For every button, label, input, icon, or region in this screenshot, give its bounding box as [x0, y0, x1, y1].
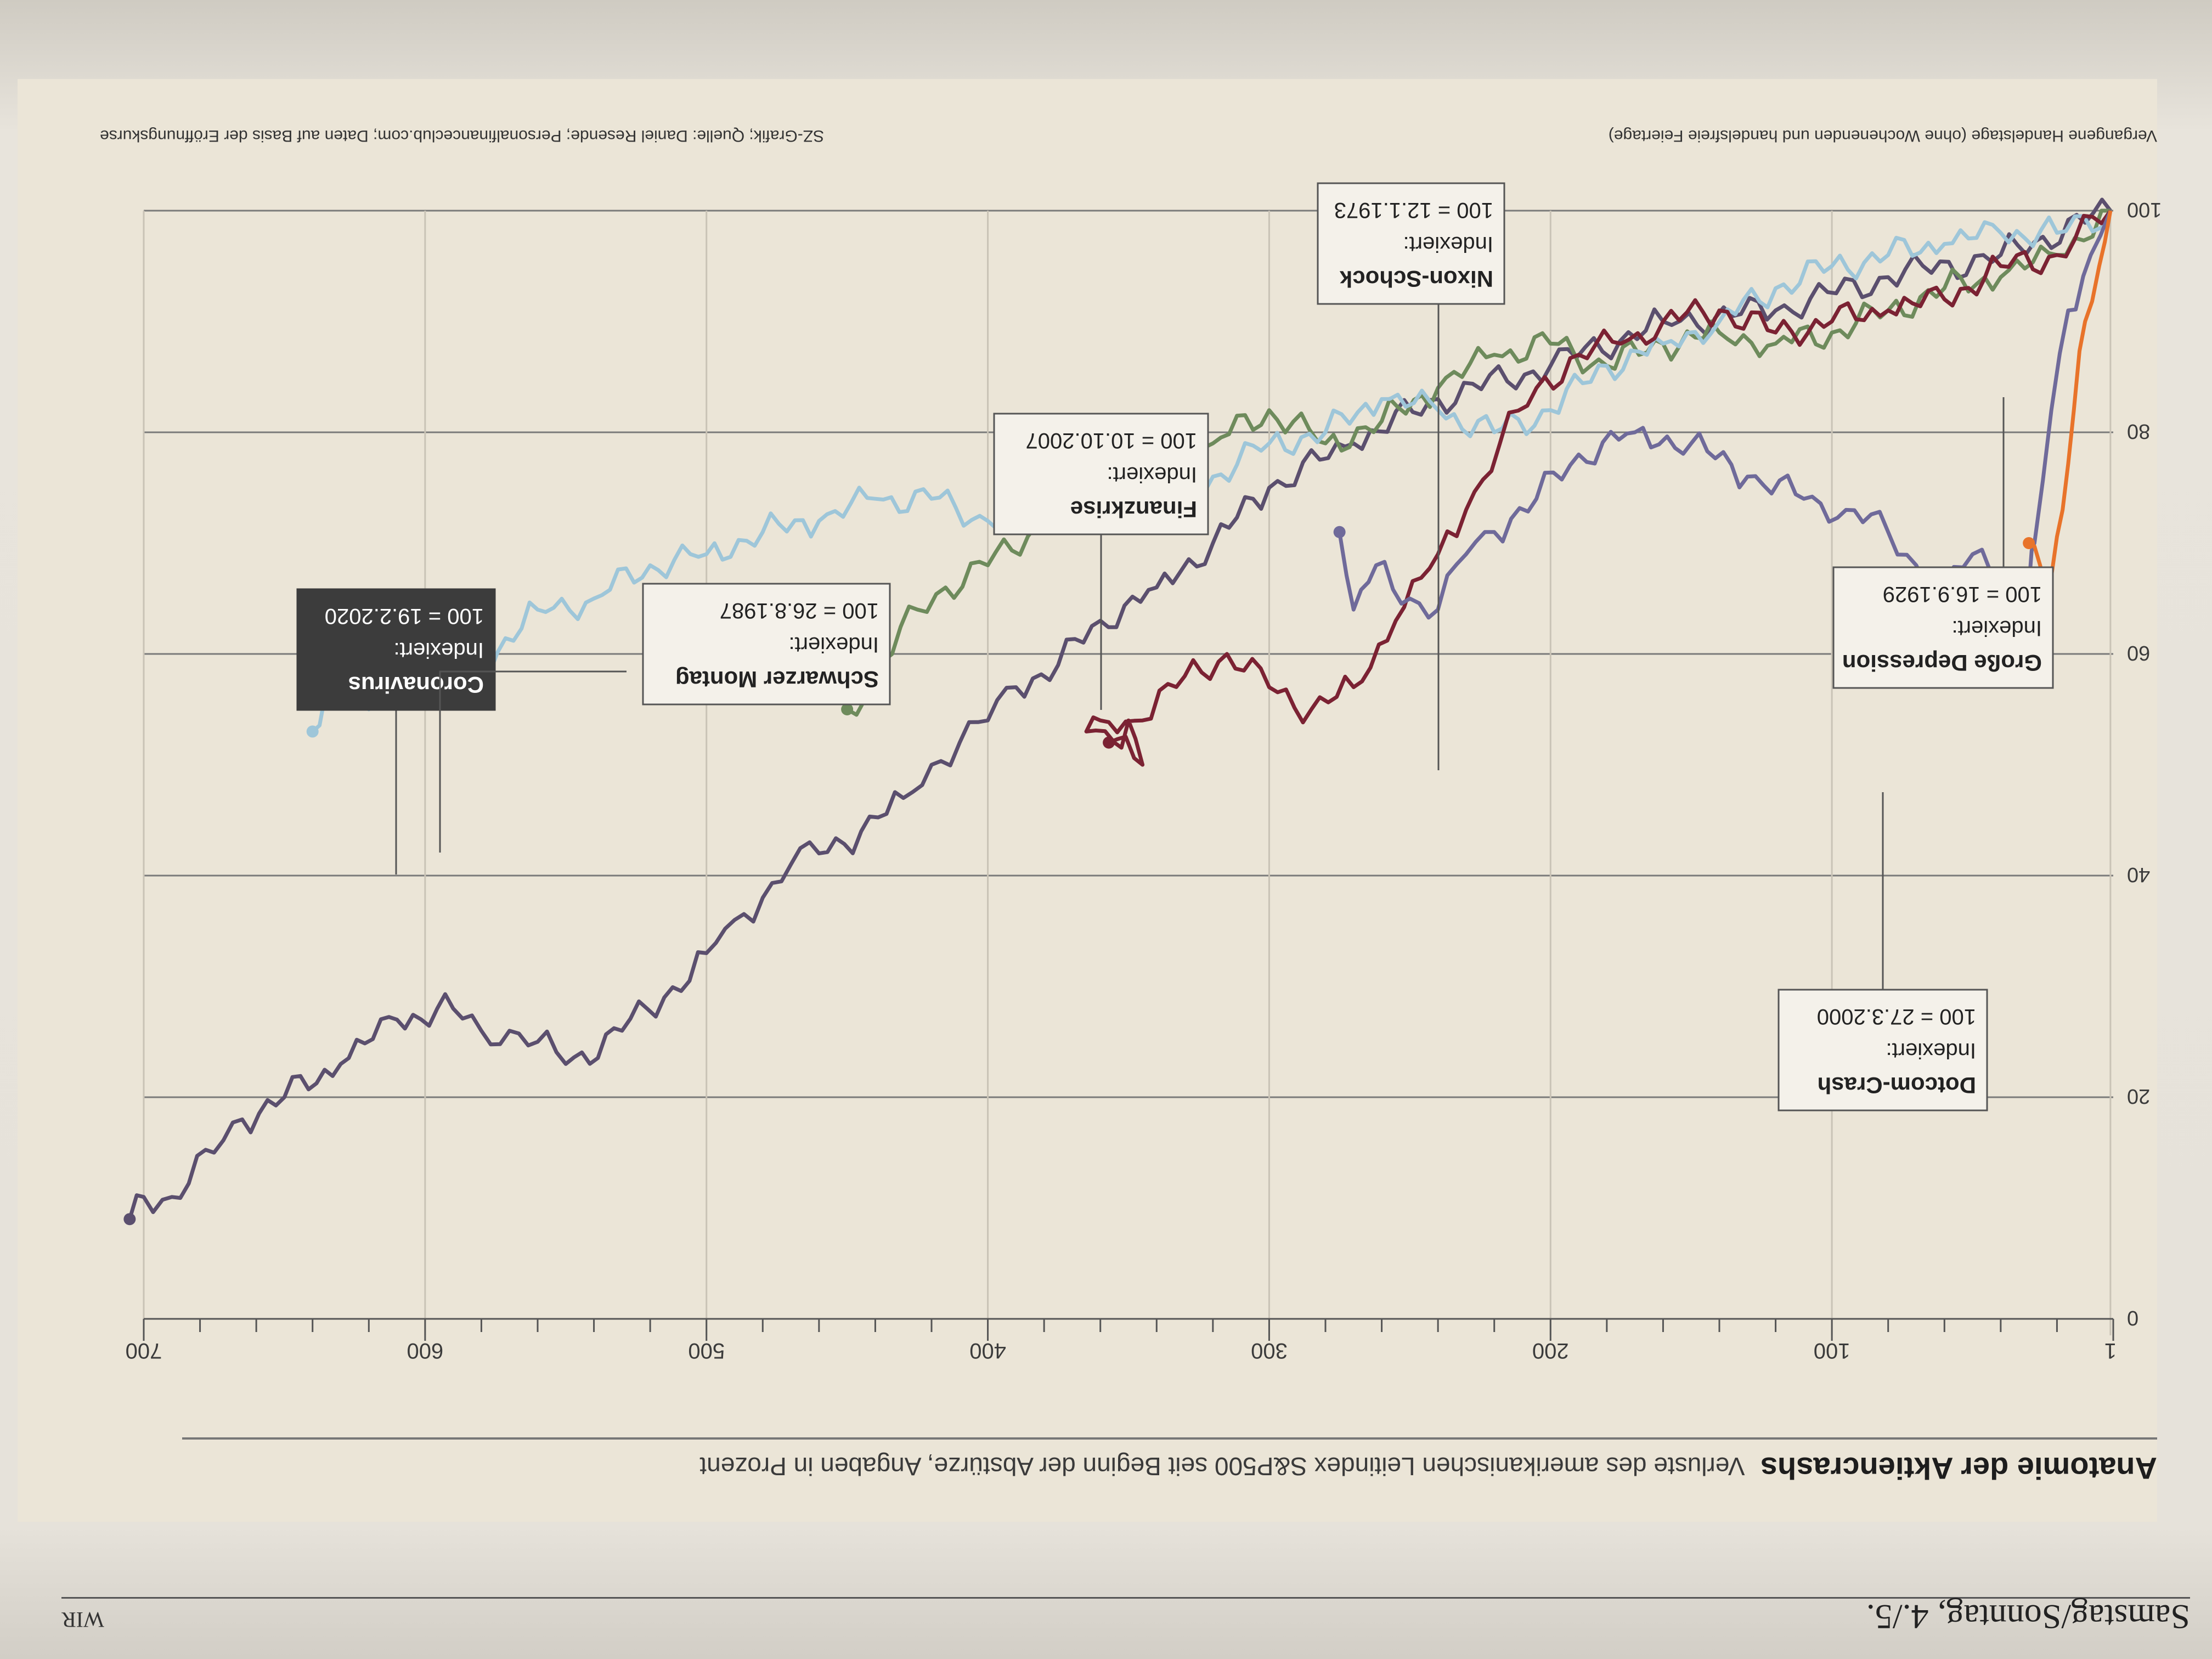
callout-box: Coronavirus Indexiert: 100 = 19.2.2020 — [296, 588, 496, 711]
callout-box: Nixon-Schock Indexiert: 100 = 12.1.1973 — [1317, 182, 1505, 305]
callout-frame — [296, 588, 496, 711]
x-tick-label: 600 — [407, 1339, 443, 1363]
series-end-marker — [1333, 526, 1346, 538]
x-axis-title: Vergangene Handelstage (ohne Wochenenden… — [1608, 127, 2157, 145]
x-tick-label: 100 — [1814, 1339, 1850, 1363]
y-tick-label: 60 — [2127, 641, 2150, 664]
grid-layer: 0 20 40 60 80 100 — [143, 198, 2162, 1335]
y-tick-label: 40 — [2127, 863, 2150, 886]
callout-text: 100 = 26.8.1987 — [720, 599, 879, 623]
callout-text: Indexiert: — [788, 633, 879, 657]
series-line — [311, 210, 2112, 733]
x-tick-label: 1 — [2104, 1339, 2117, 1363]
series-end-marker — [841, 703, 854, 715]
y-tick-label: 0 — [2127, 1306, 2138, 1329]
callout-box: Finanzkrise Indexiert: 100 = 10.10.2007 — [993, 413, 1209, 535]
x-tick-label: 700 — [126, 1339, 162, 1363]
callout-text: Indexiert: — [1886, 1039, 1976, 1063]
y-tick-label: 80 — [2127, 420, 2150, 443]
series-line — [1084, 209, 2112, 767]
callout-text: Indexiert: — [1403, 232, 1493, 256]
callout-frame — [1832, 566, 2054, 689]
callout-text: Indexiert: — [393, 638, 484, 662]
source-note: SZ-Grafik; Quelle: Daniel Resende; Perso… — [100, 127, 825, 145]
x-tick-label: 400 — [969, 1339, 1006, 1363]
callout-box: Schwarzer Montag Indexiert: 100 = 26.8.198… — [642, 583, 891, 706]
callout-title: Schwarzer Montag — [675, 667, 879, 692]
callout-layer: Coronavirus Indexiert: 100 = 19.2.2020 Schw… — [296, 182, 2054, 1111]
x-tick-label: 200 — [1532, 1339, 1569, 1363]
x-axis-ticks: 1 100 200 300 400 500 600 700 — [126, 1318, 2117, 1363]
callout-text: 100 = 27.3.2000 — [1817, 1005, 1976, 1029]
callout-text: Indexiert: — [1107, 462, 1197, 487]
y-tick-label: 100 — [2127, 198, 2162, 221]
callout-title: Nixon-Schock — [1339, 266, 1493, 292]
callout-title: Dotcom-Crash — [1818, 1073, 1976, 1098]
series-line — [2028, 210, 2113, 590]
series-end-marker — [1103, 736, 1115, 749]
callout-text: 100 = 12.1.1973 — [1334, 198, 1493, 222]
series-end-marker — [2023, 537, 2035, 549]
callout-frame — [1778, 989, 1988, 1111]
callout-box: Dotcom-Crash Indexiert: 100 = 27.3.2000 — [1778, 989, 1988, 1111]
callout-frame — [642, 583, 891, 706]
callout-text: 100 = 16.9.1929 — [1883, 582, 2042, 606]
callout-text: 100 = 19.2.2020 — [325, 604, 484, 628]
series-line — [128, 198, 2112, 1220]
x-tick-label: 500 — [688, 1339, 725, 1363]
x-tick-label: 300 — [1251, 1339, 1288, 1363]
callout-frame — [1317, 182, 1505, 305]
callout-box: Große Depression Indexiert: 100 = 16.9.192… — [1832, 566, 2054, 689]
series-end-marker — [306, 725, 319, 738]
y-tick-label: 20 — [2127, 1085, 2150, 1108]
callout-leader — [439, 670, 627, 853]
callout-title: Finanzkrise — [1070, 496, 1197, 522]
callout-title: Große Depression — [1842, 650, 2042, 676]
callout-text: Indexiert: — [1951, 616, 2042, 640]
series-end-marker — [123, 1213, 136, 1226]
callout-text: 100 = 10.10.2007 — [1025, 428, 1197, 453]
callout-frame — [993, 413, 1209, 535]
callout-title: Coronavirus — [348, 672, 484, 698]
